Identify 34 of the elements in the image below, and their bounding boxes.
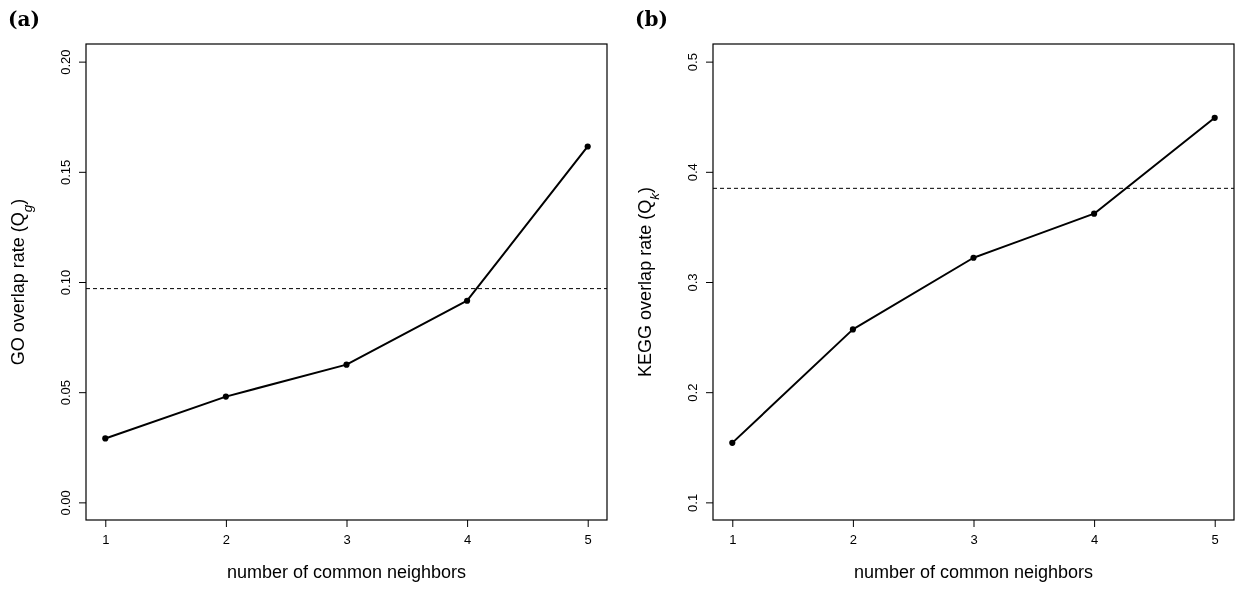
x-tick-label: 5: [1211, 532, 1219, 548]
point: [1091, 210, 1098, 217]
point: [343, 361, 350, 368]
point: [464, 297, 471, 304]
y-tick-label: 0.15: [58, 159, 73, 185]
x-tick-label: 1: [102, 532, 110, 548]
point: [849, 326, 856, 333]
y-tick-label: 0.1: [685, 493, 700, 512]
point: [584, 143, 591, 150]
point: [729, 439, 736, 446]
x-tick-label: 3: [970, 532, 978, 548]
y-tick-label: 0.00: [58, 490, 73, 516]
y-tick-label: 0.5: [685, 53, 700, 72]
y-tick-label: 0.10: [58, 269, 73, 296]
x-tick-label: 2: [849, 532, 858, 548]
y-tick-label: 0.05: [58, 380, 73, 406]
x-tick-label: 4: [1090, 532, 1099, 548]
chart-title: (b): [635, 7, 668, 31]
x-tick-label: 2: [222, 532, 231, 548]
chart-title: (a): [8, 7, 40, 31]
point: [970, 254, 977, 261]
point: [222, 393, 229, 400]
x-axis-title: number of common neighbors: [226, 562, 467, 582]
x-tick-label: 3: [343, 532, 351, 548]
y-tick-label: 0.4: [685, 163, 700, 182]
y-tick-label: 0.3: [685, 273, 700, 292]
x-tick-label: 1: [729, 532, 737, 548]
y-tick-label: 0.20: [58, 49, 73, 75]
x-tick-label: 4: [463, 532, 472, 548]
y-tick-label: 0.2: [685, 383, 700, 402]
point: [1211, 114, 1218, 121]
x-axis-title: number of common neighbors: [853, 562, 1094, 582]
point: [102, 435, 109, 442]
x-tick-label: 5: [584, 532, 592, 548]
